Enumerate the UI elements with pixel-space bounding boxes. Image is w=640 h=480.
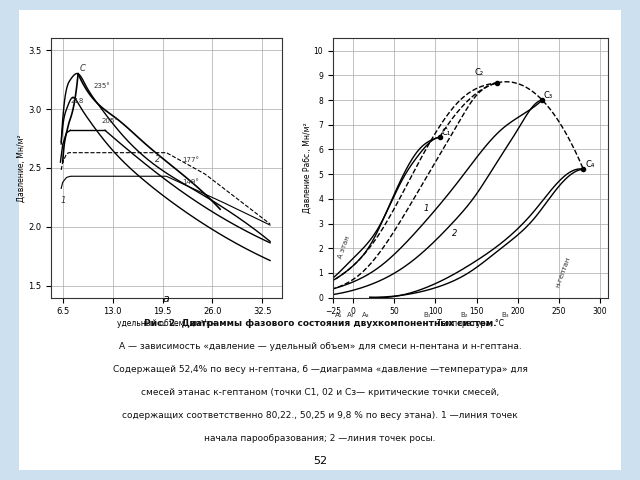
Text: C₂: C₂ bbox=[475, 69, 484, 77]
Text: C₁: C₁ bbox=[441, 128, 451, 137]
Text: A₃: A₃ bbox=[362, 312, 369, 318]
Y-axis label: Давление Рабс., Мн/м²: Давление Рабс., Мн/м² bbox=[303, 123, 312, 213]
Text: B₃: B₃ bbox=[501, 312, 509, 318]
Text: C₄: C₄ bbox=[586, 160, 595, 169]
Text: A₂: A₂ bbox=[347, 312, 355, 318]
Y-axis label: Давление, Мн/м²: Давление, Мн/м² bbox=[17, 134, 26, 202]
Text: 2: 2 bbox=[155, 155, 160, 164]
Text: а: а bbox=[163, 294, 170, 304]
Text: начала парообразования; 2 —линия точек росы.: начала парообразования; 2 —линия точек р… bbox=[204, 434, 436, 444]
Text: 205°: 205° bbox=[101, 118, 118, 124]
Text: н-гептан: н-гептан bbox=[555, 256, 572, 289]
Text: 2: 2 bbox=[452, 229, 458, 238]
Text: 1: 1 bbox=[423, 204, 429, 213]
Text: смесей этанас к-гептаном (точки С1, 02 и Сз— критические точки смесей,: смесей этанас к-гептаном (точки С1, 02 и… bbox=[141, 388, 499, 397]
Text: 177°: 177° bbox=[182, 157, 199, 163]
Text: C: C bbox=[79, 64, 86, 73]
Text: 52: 52 bbox=[313, 456, 327, 466]
X-axis label: Температура, °С: Температура, °С bbox=[437, 319, 504, 328]
Text: Содержащей 52,4% по весу н-гептана, б —диаграмма «давление —температура» для: Содержащей 52,4% по весу н-гептана, б —д… bbox=[113, 365, 527, 374]
Text: B₁: B₁ bbox=[423, 312, 431, 318]
Text: А этан: А этан bbox=[337, 235, 351, 259]
Text: 218: 218 bbox=[70, 98, 84, 104]
Text: 149°: 149° bbox=[182, 180, 198, 185]
Text: 235°: 235° bbox=[93, 83, 110, 89]
X-axis label: удельный объем, дм³/кн: удельный объем, дм³/кн bbox=[117, 319, 216, 328]
Text: содержащих соответственно 80,22., 50,25 и 9,8 % по весу этана). 1 —линия точек: содержащих соответственно 80,22., 50,25 … bbox=[122, 411, 518, 420]
Text: C₃: C₃ bbox=[544, 91, 553, 100]
Text: 1: 1 bbox=[60, 196, 66, 205]
Text: А — зависимость «давление — удельный объем» для смеси н-пентана и н-гептана.: А — зависимость «давление — удельный объ… bbox=[118, 342, 522, 351]
Text: A₁: A₁ bbox=[335, 312, 342, 318]
Text: B₂: B₂ bbox=[460, 312, 468, 318]
Text: Рис. 2. Диаграммы фазового состояния двухкомпонентных систем.: Рис. 2. Диаграммы фазового состояния дву… bbox=[144, 319, 496, 328]
